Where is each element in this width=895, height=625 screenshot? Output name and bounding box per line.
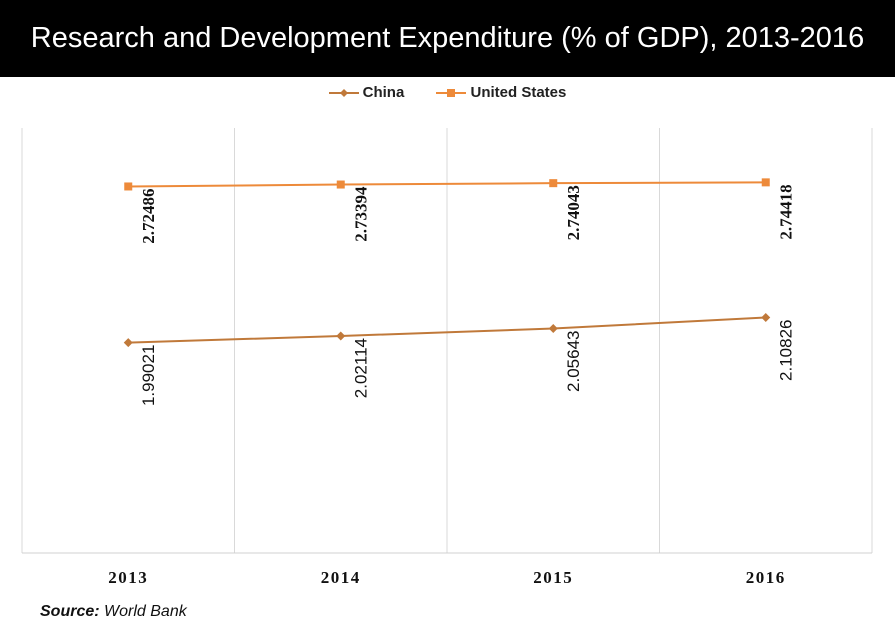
- legend-item-china: China: [328, 84, 405, 101]
- legend: China United States: [0, 84, 895, 103]
- x-tick-label: 2013: [108, 568, 148, 587]
- data-point-china: [548, 324, 558, 334]
- legend-label-united-states: United States: [470, 84, 567, 101]
- data-label-united-states: 2.73394: [352, 186, 371, 242]
- chart-title: Research and Development Expenditure (% …: [30, 22, 865, 54]
- x-tick-label: 2015: [533, 568, 573, 587]
- data-label-china: 1.99021: [139, 345, 158, 406]
- data-label-china: 2.10826: [777, 319, 796, 380]
- data-point-united-states: [124, 182, 133, 191]
- data-label-united-states: 2.74418: [777, 184, 796, 239]
- data-label-china: 2.02114: [352, 338, 371, 398]
- source-value: World Bank: [104, 603, 187, 620]
- data-point-united-states: [336, 180, 345, 189]
- data-label-united-states: 2.72486: [139, 188, 158, 243]
- series-line-united-states: [128, 181, 766, 188]
- source-label: Source:: [40, 603, 100, 620]
- legend-label-china: China: [362, 84, 405, 101]
- x-tick-label: 2014: [321, 568, 361, 587]
- data-point-china: [761, 312, 771, 322]
- china-legend-marker: [328, 88, 359, 97]
- title-bar: [0, 0, 895, 77]
- source-note: Source: World Bank: [40, 603, 187, 621]
- data-label-china: 2.05643: [564, 331, 583, 392]
- data-point-united-states: [549, 179, 558, 188]
- united-states-legend-marker: [436, 88, 467, 97]
- x-tick-label: 2016: [746, 568, 786, 587]
- series-line-china: [128, 316, 766, 344]
- data-point-united-states: [761, 178, 770, 187]
- data-point-china: [123, 338, 133, 348]
- legend-item-united-states: United States: [436, 84, 566, 101]
- data-point-china: [336, 331, 346, 341]
- data-label-united-states: 2.74043: [564, 185, 583, 240]
